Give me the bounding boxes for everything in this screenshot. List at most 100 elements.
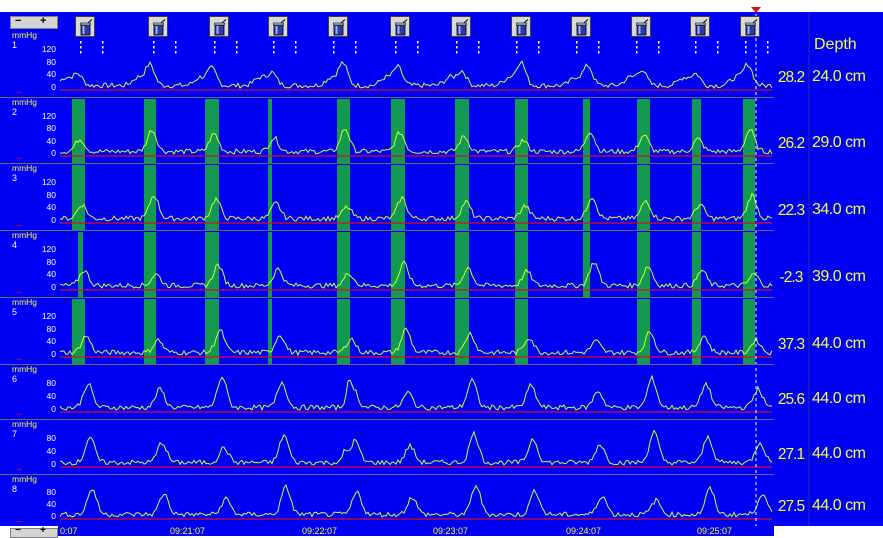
- swallow-band: [144, 232, 156, 297]
- pressure-traces: [59, 60, 773, 518]
- baseline-arrow-icon: →: [13, 352, 24, 364]
- channel-tick-label: 120: [41, 110, 56, 121]
- cup-with-straw-icon[interactable]: [451, 16, 471, 37]
- channel-label-6: mmHg 6 80 40 0 →: [0, 364, 58, 419]
- marker-tick: [767, 41, 769, 44]
- marker-tick: [456, 41, 458, 44]
- swallow-band: [144, 299, 156, 364]
- marker-tick: [102, 41, 104, 44]
- swallow-band: [515, 232, 528, 297]
- cup-with-straw-icon[interactable]: [75, 16, 95, 37]
- value-panel: [774, 12, 883, 526]
- cup-with-straw-icon[interactable]: [209, 16, 229, 37]
- baseline-arrow-icon: →: [13, 85, 24, 97]
- channel-tick-label: 40: [46, 499, 56, 510]
- pressure-trace-2: [59, 129, 773, 155]
- marker-tick: [395, 51, 397, 54]
- swallow-bands: [72, 99, 755, 364]
- marker-tick: [456, 46, 458, 49]
- swallow-band: [455, 232, 469, 297]
- channel-label-5: mmHg 5 120 80 40 0 →: [0, 297, 58, 364]
- time-tick-label: 09:21:07: [170, 526, 206, 536]
- channel-unit: mmHg: [12, 30, 38, 40]
- zoom-control-bottom[interactable]: − +: [10, 525, 58, 538]
- swallow-band: [205, 99, 219, 163]
- channel-separator: [0, 163, 774, 164]
- channel-tick-label: 80: [46, 123, 56, 134]
- cursor-marker-icon[interactable]: [751, 7, 761, 13]
- cup-with-straw-icon[interactable]: [740, 16, 760, 37]
- zoom-control-top[interactable]: − +: [10, 15, 58, 29]
- cup-with-straw-icon[interactable]: [328, 16, 348, 37]
- cup-with-straw-icon[interactable]: [390, 16, 410, 37]
- channel-depth-8: 44.0 cm: [812, 497, 866, 514]
- marker-tick: [636, 41, 638, 44]
- marker-tick: [767, 46, 769, 49]
- cup-with-straw-icon[interactable]: [631, 16, 651, 37]
- time-zoom-in-button[interactable]: +: [40, 525, 46, 536]
- cup-with-straw-icon[interactable]: [571, 16, 591, 37]
- marker-tick: [153, 41, 155, 44]
- baselines: [60, 89, 772, 520]
- swallow-band: [72, 299, 85, 364]
- channel-number: 4: [12, 240, 18, 250]
- channel-unit: mmHg: [12, 163, 38, 173]
- channel-number: 1: [12, 40, 18, 50]
- cup-with-straw-icon[interactable]: [690, 16, 710, 37]
- swallow-band: [637, 165, 650, 230]
- marker-tick: [598, 41, 600, 44]
- time-axis: 0:07 09:21:07 09:22:07 09:23:07 09:24:07 09:2…: [58, 526, 774, 536]
- channel-tick-label: 0: [51, 215, 56, 225]
- marker-tick: [102, 51, 104, 54]
- swallow-band: [72, 165, 85, 230]
- channel-tick-label: 80: [46, 323, 56, 334]
- marker-tick: [236, 51, 238, 54]
- marker-tick: [417, 41, 419, 44]
- marker-tick: [295, 51, 297, 54]
- marker-tick: [636, 51, 638, 54]
- channel-unit: mmHg: [12, 297, 38, 307]
- time-zoom-out-button[interactable]: −: [15, 525, 21, 536]
- swallow-band: [268, 99, 272, 163]
- marker-tick: [417, 51, 419, 54]
- marker-tick: [745, 41, 747, 44]
- channel-separator: [0, 230, 774, 231]
- channel-separator: [0, 297, 774, 298]
- marker-tick: [516, 51, 518, 54]
- marker-tick: [516, 41, 518, 44]
- marker-tick: [355, 46, 357, 49]
- time-tick-label: 09:25:07: [697, 526, 733, 536]
- marker-tick: [236, 41, 238, 44]
- swallow-band: [337, 165, 350, 230]
- pressure-trace-5: [59, 327, 773, 357]
- swallow-band: [692, 165, 701, 230]
- channel-tick-label: 40: [46, 336, 56, 347]
- channel-number: 2: [12, 107, 18, 117]
- marker-tick: [80, 51, 82, 54]
- zoom-out-button[interactable]: −: [15, 15, 22, 27]
- cup-with-straw-icon[interactable]: [268, 16, 288, 37]
- baseline-arrow-icon: →: [13, 514, 24, 526]
- marker-tick: [214, 51, 216, 54]
- marker-tick: [395, 41, 397, 44]
- marker-tick: [538, 51, 540, 54]
- swallow-band: [72, 99, 85, 163]
- channel-tick-label: 0: [51, 511, 56, 521]
- swallow-band: [337, 232, 350, 297]
- channel-value-2: 26.2: [777, 135, 805, 152]
- pressure-trace-4: [59, 260, 773, 290]
- marker-tick: [273, 51, 275, 54]
- cup-with-straw-icon[interactable]: [511, 16, 531, 37]
- channel-label-7: mmHg 7 80 40 0 →: [0, 419, 58, 474]
- marker-tick: [175, 46, 177, 49]
- channel-label-1: mmHg 1 120 80 40 0 →: [0, 30, 58, 97]
- cup-with-straw-icon[interactable]: [148, 16, 168, 37]
- channel-value-8: 27.5: [777, 498, 805, 515]
- channel-value-6: 25.6: [777, 391, 805, 408]
- marker-tick: [175, 51, 177, 54]
- marker-tick: [658, 46, 660, 49]
- channel-unit: mmHg: [12, 230, 38, 240]
- zoom-in-button[interactable]: +: [40, 15, 47, 27]
- swallow-band: [144, 165, 156, 230]
- marker-ticks: [80, 41, 769, 54]
